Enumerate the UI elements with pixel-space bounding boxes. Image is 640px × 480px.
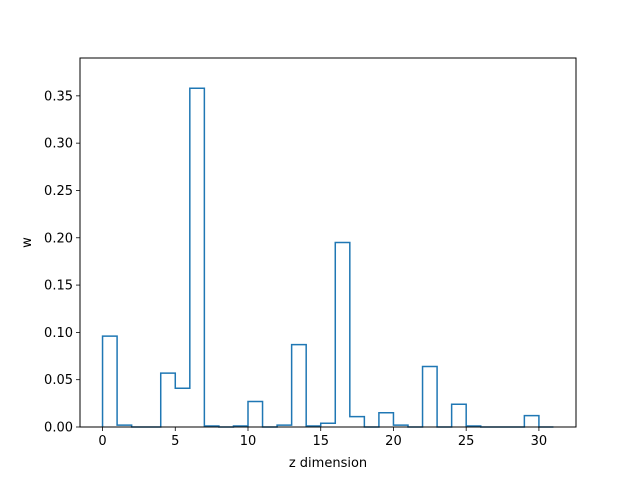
y-axis-label: w [20, 237, 35, 248]
y-tick-label: 0.35 [44, 89, 73, 104]
histogram-step-line [101, 87, 554, 428]
x-tick-label: 20 [385, 434, 402, 449]
x-tick-label: 15 [312, 434, 329, 449]
y-axis: 0.00 0.05 0.10 0.15 0.20 0.25 0.30 0.35 [44, 89, 80, 436]
x-tick-label: 10 [240, 434, 257, 449]
x-axis-label: z dimension [289, 456, 367, 471]
x-axis: 0 5 10 15 20 25 30 [98, 427, 547, 449]
x-tick-label: 5 [171, 434, 179, 449]
y-tick-label: 0.10 [44, 326, 73, 341]
y-tick-label: 0.30 [44, 137, 73, 152]
x-tick-label: 25 [458, 434, 475, 449]
y-tick-label: 0.15 [44, 279, 73, 294]
x-tick-label: 0 [98, 434, 106, 449]
y-tick-label: 0.05 [44, 373, 73, 388]
plot-area [80, 58, 576, 427]
y-tick-label: 0.20 [44, 231, 73, 246]
plot-frame [79, 57, 577, 428]
y-tick-label: 0.00 [44, 421, 73, 436]
series-layer [101, 87, 554, 428]
x-tick-label: 30 [531, 434, 548, 449]
y-tick-label: 0.25 [44, 184, 73, 199]
